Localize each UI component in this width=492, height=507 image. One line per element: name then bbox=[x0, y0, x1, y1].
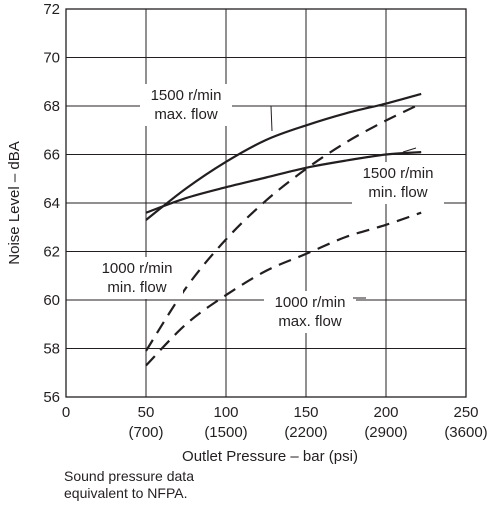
y-axis-label: Noise Level – dBA bbox=[6, 141, 23, 264]
annotation-background bbox=[91, 257, 183, 299]
annotation-background bbox=[140, 84, 232, 126]
annotation-label: max. flow bbox=[278, 313, 342, 330]
x-tick-labels: 0 50 (700) 100 (1500) 150 (2200) 200 (2900) 250 (3… bbox=[62, 404, 488, 441]
series-group bbox=[145, 92, 422, 367]
y-tick-label: 64 bbox=[43, 195, 60, 212]
annotation-leader bbox=[236, 105, 273, 132]
x-tick-label: 0 bbox=[62, 404, 70, 421]
y-tick-label: 56 bbox=[43, 389, 60, 406]
y-tick-label: 62 bbox=[43, 244, 60, 261]
annotation-label: min. flow bbox=[368, 184, 427, 201]
x-tick-label: 200 bbox=[373, 404, 398, 421]
series-line-3 bbox=[145, 102, 422, 352]
annotation-label: 1000 r/min bbox=[102, 260, 173, 277]
footnote: Sound pressure data equivalent to NFPA. bbox=[64, 468, 194, 502]
annotation-label: max. flow bbox=[154, 106, 218, 123]
x-tick-label: 50 bbox=[138, 404, 155, 421]
y-tick-label: 58 bbox=[43, 341, 60, 358]
y-tick-label: 70 bbox=[43, 50, 60, 67]
annotation-label: min. flow bbox=[107, 279, 166, 296]
y-tick-label: 68 bbox=[43, 98, 60, 115]
plot-frame bbox=[65, 8, 467, 398]
annotation-leader bbox=[402, 147, 417, 153]
x-tick-label: 100 bbox=[213, 404, 238, 421]
annotation-label: 1000 r/min bbox=[275, 294, 346, 311]
annotation-background bbox=[352, 162, 444, 204]
y-tick-label: 66 bbox=[43, 147, 60, 164]
annotation-label: 1500 r/min bbox=[151, 87, 222, 104]
series-line-2 bbox=[145, 151, 422, 214]
annotation-background bbox=[264, 291, 356, 333]
annotation-label: 1500 r/min bbox=[363, 165, 434, 182]
x-tick-sublabel: (3600) bbox=[444, 424, 487, 441]
annotation-group: 1500 r/min max. flow 1500 r/min min. flow 10… bbox=[91, 84, 444, 333]
x-tick-label: 150 bbox=[293, 404, 318, 421]
x-tick-sublabel: (2200) bbox=[284, 424, 327, 441]
noise-level-chart: 1500 r/min max. flow 1500 r/min min. flow 10… bbox=[6, 1, 488, 465]
x-tick-sublabel: (700) bbox=[128, 424, 163, 441]
y-tick-label: 72 bbox=[43, 1, 60, 18]
y-tick-label: 60 bbox=[43, 292, 60, 309]
x-tick-sublabel: (2900) bbox=[364, 424, 407, 441]
x-tick-label: 250 bbox=[453, 404, 478, 421]
series-line-4 bbox=[145, 211, 422, 367]
series-line-1 bbox=[145, 92, 422, 221]
footnote-line: equivalent to NFPA. bbox=[64, 485, 188, 501]
x-axis-label: Outlet Pressure – bar (psi) bbox=[182, 448, 358, 465]
x-tick-sublabel: (1500) bbox=[204, 424, 247, 441]
y-tick-labels: 56 58 60 62 64 66 68 70 72 bbox=[43, 1, 60, 406]
footnote-line: Sound pressure data bbox=[64, 468, 194, 484]
